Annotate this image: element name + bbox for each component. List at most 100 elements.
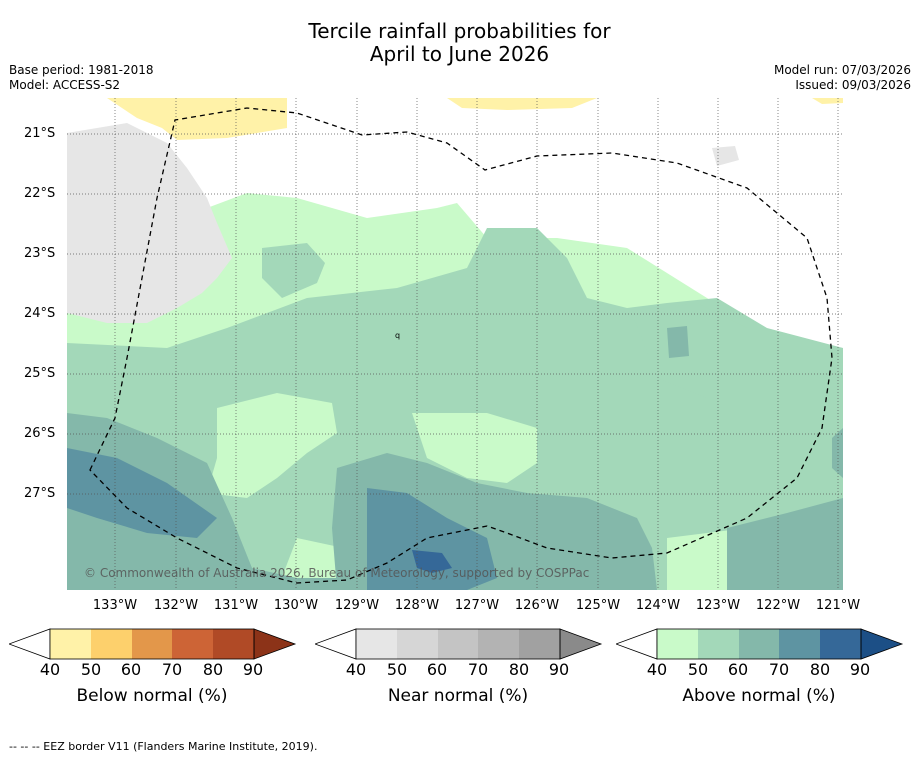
colorbar-above-tick: 90 [849, 660, 871, 679]
lat-label: 22°S [24, 186, 56, 201]
colorbar-above-segment [739, 629, 779, 659]
region-above-60-patch [667, 326, 689, 358]
colorbar-near-min-arrow [313, 628, 357, 660]
region-above-60-west [67, 413, 367, 590]
colorbar-below-segment [213, 629, 254, 659]
meta-left: Base period: 1981-2018 Model: ACCESS-S2 [9, 63, 154, 93]
lon-label: 133°W [92, 598, 138, 613]
colorbar-near-tick: 70 [467, 660, 489, 679]
colorbar-near-segment [478, 629, 519, 659]
colorbar-near-tick: 50 [386, 660, 408, 679]
lon-label: 131°W [213, 598, 259, 613]
colorbar-below-tick: 50 [80, 660, 102, 679]
colorbar-below-tick: 80 [202, 660, 224, 679]
region-above-60-edge [832, 428, 843, 478]
colorbar-below-segment [50, 629, 91, 659]
colorbar-below-min-arrow [7, 628, 51, 660]
colorbar-near-frame [355, 628, 561, 660]
region-above-60-east [727, 498, 843, 590]
lon-label: 124°W [635, 598, 681, 613]
region-near-normal-small [712, 146, 739, 166]
colorbar-below-frame [49, 628, 255, 660]
region-above-50-east [632, 303, 757, 398]
chart-title: Tercile rainfall probabilities for April… [0, 20, 919, 66]
colorbar-near-max-arrow [559, 628, 603, 660]
colorbar-below-segment [91, 629, 132, 659]
colorbar-above-tick: 40 [646, 660, 668, 679]
colorbar-above-max-arrow [860, 628, 904, 660]
colorbar-near-tick: 90 [548, 660, 570, 679]
colorbar-near-tick: 80 [508, 660, 530, 679]
lon-label: 132°W [153, 598, 199, 613]
region-above-80 [412, 550, 452, 573]
lat-label: 27°S [24, 486, 56, 501]
colorbar-above-tick: 70 [768, 660, 790, 679]
lon-label: 126°W [514, 598, 560, 613]
colorbar-above-tick: 80 [809, 660, 831, 679]
region-no-signal [67, 98, 843, 348]
title-line-1: Tercile rainfall probabilities for [308, 19, 611, 43]
probability-map: q [67, 98, 843, 590]
model-name: Model: ACCESS-S2 [9, 78, 121, 92]
colorbar-below-max-arrow [253, 628, 297, 660]
region-near-normal [67, 123, 232, 323]
colorbar-below-tick: 40 [39, 660, 61, 679]
colorbar-above-min-arrow [614, 628, 658, 660]
colorbar-above-segment [779, 629, 820, 659]
colorbar-near-normal [313, 628, 603, 664]
title-line-2: April to June 2026 [369, 42, 550, 66]
colorbar-below-title: Below normal (%) [76, 686, 228, 706]
region-above-40-inner-2 [412, 413, 537, 483]
map-canvas: q [67, 98, 843, 590]
colorbar-above-tick: 60 [727, 660, 749, 679]
colorbar-near-title: Near normal (%) [387, 686, 529, 706]
base-period: Base period: 1981-2018 [9, 63, 154, 77]
colorbar-below-tick: 90 [242, 660, 264, 679]
colorbar-above-frame [656, 628, 862, 660]
colorbar-above-segment [698, 629, 739, 659]
region-below-normal [107, 98, 287, 140]
lat-label: 23°S [24, 246, 56, 261]
region-above-40-inner [207, 393, 337, 498]
lon-label: 127°W [454, 598, 500, 613]
colorbar-above-title: Above normal (%) [682, 686, 836, 706]
eez-footnote: -- -- -- EEZ border V11 (Flanders Marine… [9, 740, 318, 753]
colorbar-below-tick: 60 [120, 660, 142, 679]
issued-date: Issued: 09/03/2026 [795, 78, 911, 92]
colorbar-near-segment [519, 629, 560, 659]
region-below-normal-3 [812, 98, 843, 104]
colorbar-above-segment [820, 629, 861, 659]
colorbar-near-segment [397, 629, 438, 659]
colorbar-below-svg [7, 628, 297, 660]
copyright-note: © Commonwealth of Australia 2026, Bureau… [84, 566, 590, 580]
model-run: Model run: 07/03/2026 [773, 63, 911, 77]
lon-label: 123°W [695, 598, 741, 613]
colorbar-above-segment [657, 629, 698, 659]
gridlines [67, 98, 843, 590]
colorbar-near-tick: 40 [345, 660, 367, 679]
colorbar-above-tick: 50 [687, 660, 709, 679]
region-above-70-south [367, 488, 497, 590]
lon-label: 129°W [334, 598, 380, 613]
meta-right: Model run: 07/03/2026 Issued: 09/03/2026 [774, 63, 911, 93]
colorbar-below-segment [172, 629, 213, 659]
colorbar-below-tick: 70 [161, 660, 183, 679]
lon-label: 128°W [394, 598, 440, 613]
lat-label: 26°S [24, 426, 56, 441]
lon-label: 125°W [575, 598, 621, 613]
region-below-normal-2 [447, 98, 597, 110]
colorbar-below-segment [132, 629, 172, 659]
region-above-70-west [67, 448, 217, 538]
island-label: q [395, 331, 400, 340]
colorbar-near-tick: 60 [426, 660, 448, 679]
lon-label: 121°W [815, 598, 861, 613]
colorbar-near-segment [438, 629, 478, 659]
lon-label: 130°W [273, 598, 319, 613]
lat-label: 25°S [24, 366, 56, 381]
colorbar-below-normal [7, 628, 297, 664]
lat-label: 21°S [24, 126, 56, 141]
lon-label: 122°W [755, 598, 801, 613]
colorbar-near-svg [313, 628, 603, 660]
colorbar-near-segment [356, 629, 397, 659]
colorbar-above-svg [614, 628, 904, 660]
